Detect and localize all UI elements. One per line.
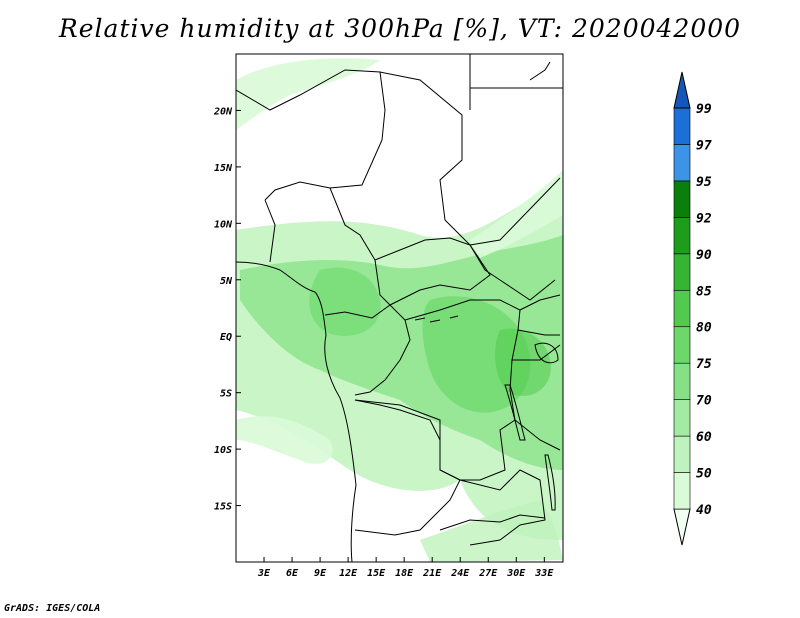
lake-tanganyika (504, 384, 526, 441)
colorbar-box (673, 107, 691, 145)
colorbar-label: 40 (696, 503, 712, 518)
colorbar-label: 60 (696, 430, 712, 445)
lon-tick-label: 27E (478, 568, 498, 579)
colorbar-label: 80 (696, 321, 712, 336)
colorbar-box (673, 180, 691, 218)
lon-tick-label: 3E (257, 568, 271, 579)
lat-tick-label: 10N (214, 219, 233, 230)
humidity-sw-wisp (236, 416, 333, 464)
border-sahara-north (236, 69, 386, 201)
lon-tick-label: 30E (506, 568, 526, 579)
lat-tick-label: EQ (220, 332, 232, 343)
congo-river-islands (414, 315, 459, 323)
colorbar-label: 85 (696, 284, 712, 299)
colorbar-box (673, 253, 691, 291)
lon-tick-label: 33E (534, 568, 554, 579)
humidity-streak-north (236, 58, 380, 130)
lon-tick-label: 15E (367, 568, 386, 579)
lat-tick-label: 5N (220, 276, 233, 287)
border-egypt-sudan (469, 54, 563, 110)
lon-tick-label: 12E (339, 568, 358, 579)
red-sea-coast (529, 61, 551, 81)
humidity-patch-west (309, 267, 381, 336)
border-southern (439, 514, 546, 531)
colorbar: 40 50 60 70 75 80 85 90 92 95 97 99 (673, 71, 712, 546)
lon-tick-label: 6E (286, 568, 299, 579)
colorbar-box (673, 144, 691, 182)
colorbar-label: 70 (696, 394, 712, 409)
border-nigeria-cameroon (264, 187, 391, 306)
lon-tick-label: 21E (422, 568, 442, 579)
humidity-patch-lake (495, 328, 551, 396)
border-drc (354, 299, 521, 481)
lake-victoria (534, 342, 559, 364)
colorbar-label: 92 (696, 211, 712, 226)
lat-tick-label: 15N (214, 163, 233, 174)
coastline (236, 261, 357, 562)
lat-tick-label: 20N (213, 106, 233, 117)
border-sudan-east (469, 177, 561, 301)
colorbar-high-arrow (673, 71, 691, 109)
border-zambia (459, 469, 546, 546)
colorbar-box (673, 472, 691, 510)
border-car (374, 237, 491, 306)
colorbar-label: 75 (696, 357, 712, 372)
humidity-streak-ne (470, 170, 563, 258)
colorbar-box (673, 217, 691, 255)
border-chad-libya (379, 71, 471, 246)
colorbar-label: 95 (696, 175, 712, 190)
colorbar-box (673, 289, 691, 328)
colorbar-label: 99 (696, 102, 712, 117)
colorbar-label: 90 (696, 248, 712, 263)
border-east-africa (512, 294, 561, 451)
lon-axis: 3E 6E 9E 12E 15E 18E 21E 24E 27E 30E 33E (257, 557, 554, 579)
colorbar-box (673, 326, 691, 364)
lake-malawi (544, 454, 556, 511)
colorbar-label: 50 (696, 467, 712, 482)
map-frame (235, 53, 564, 563)
lat-tick-label: 5S (220, 389, 232, 400)
lon-tick-label: 18E (395, 568, 414, 579)
colorbar-box (673, 435, 691, 473)
colorbar-box (673, 362, 691, 400)
colorbar-low-arrow (673, 508, 691, 546)
lon-tick-label: 9E (314, 568, 327, 579)
map-title: Relative humidity at 300hPa [%], VT: 202… (58, 14, 742, 43)
grads-credit: GrADS: IGES/COLA (4, 603, 101, 614)
colorbar-label: 97 (696, 138, 712, 153)
country-boundaries (236, 54, 563, 562)
humidity-shading (236, 58, 563, 562)
lat-axis: 20N 15N 10N 5N EQ 5S 10S 15S (213, 106, 241, 513)
lat-tick-label: 15S (214, 502, 232, 513)
colorbar-box (673, 399, 691, 437)
lat-tick-label: 10S (214, 445, 232, 456)
border-congo (324, 304, 411, 396)
lon-tick-label: 24E (450, 568, 470, 579)
